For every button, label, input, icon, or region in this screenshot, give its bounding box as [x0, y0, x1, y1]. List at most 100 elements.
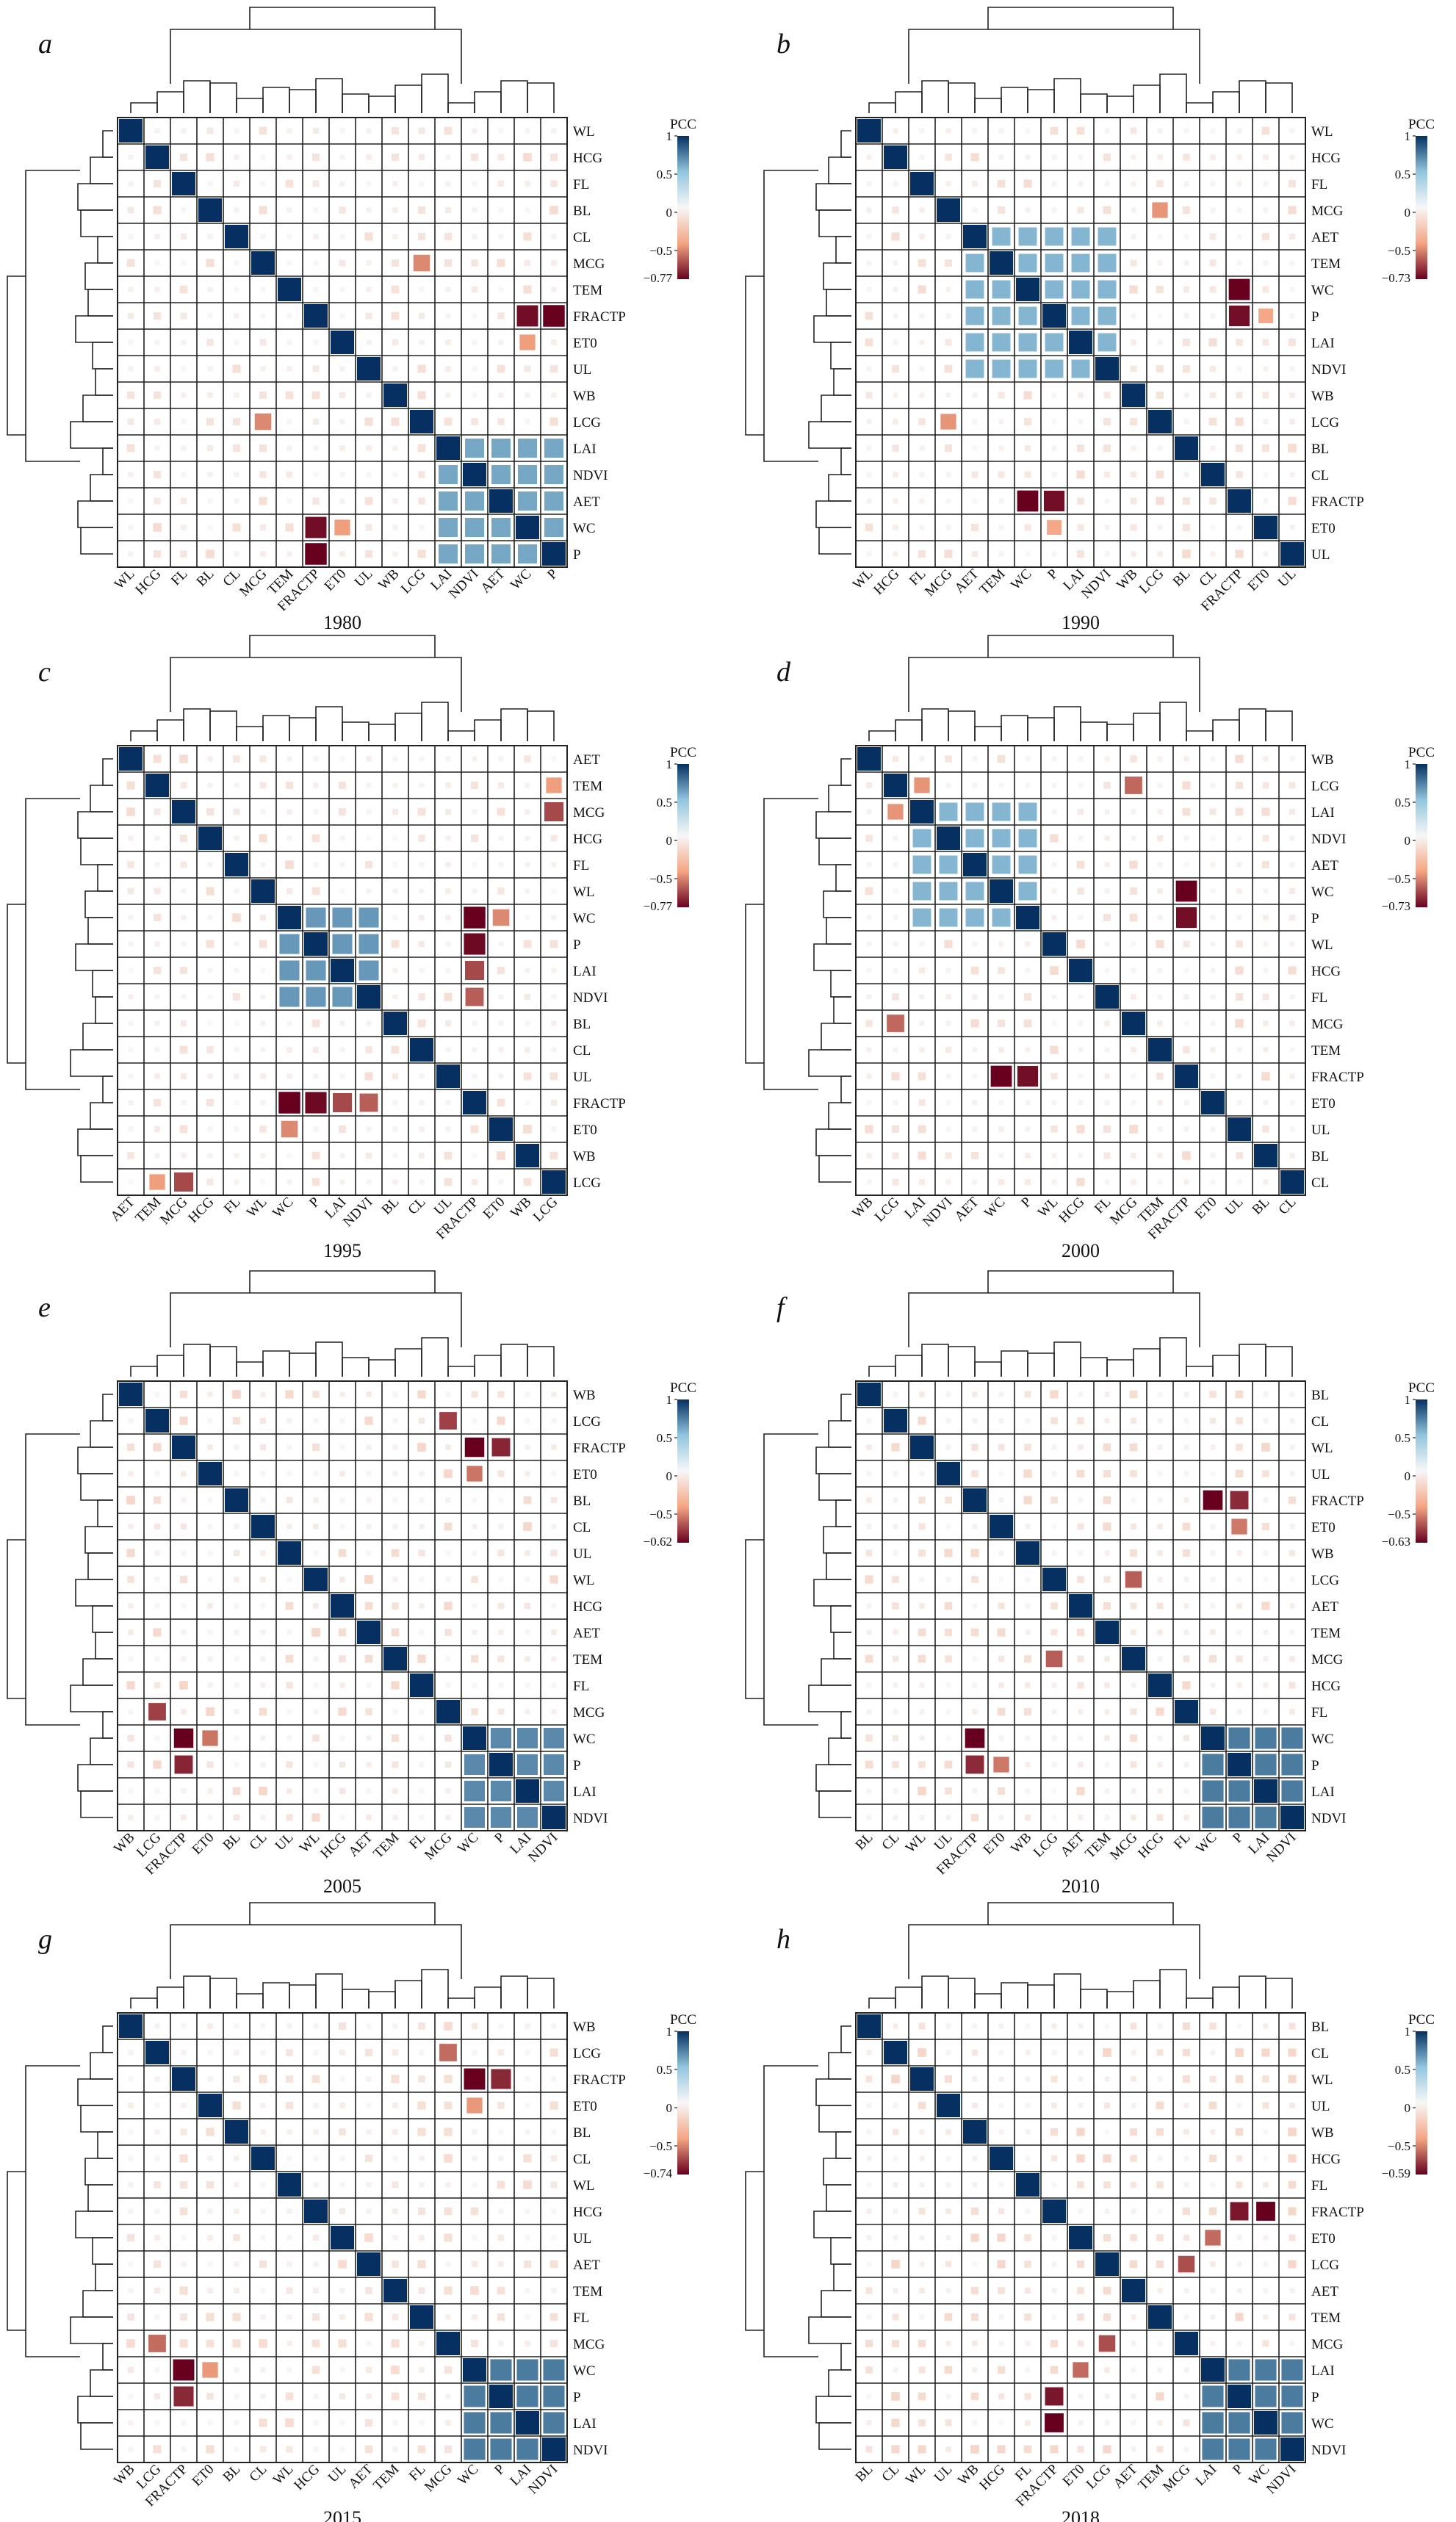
heatmap-cell [419, 287, 425, 292]
heatmap-cell [154, 1656, 160, 1662]
dendrogram-branch [80, 837, 113, 865]
heatmap-cell [1157, 1418, 1163, 1424]
dendrogram-branch [818, 527, 851, 555]
heatmap-cell [260, 2288, 266, 2294]
dendrogram-branch [823, 890, 851, 918]
heatmap-cell [1078, 1444, 1084, 1450]
heatmap-cell [1103, 2286, 1111, 2295]
heatmap-cell [550, 2155, 558, 2162]
heatmap-cell [918, 1072, 926, 1081]
heatmap-cell [1023, 2445, 1032, 2454]
dendrogram-branch [828, 1102, 851, 1130]
heatmap-cell [893, 2023, 898, 2029]
row-label: WB [573, 389, 596, 404]
heatmap-cell [1050, 966, 1059, 975]
heatmap-cell [965, 802, 984, 821]
heatmap-cell [313, 809, 319, 815]
heatmap-cell [286, 887, 293, 895]
heatmap-cell [1103, 392, 1111, 399]
heatmap-cell [1183, 994, 1189, 1000]
heatmap-cell [128, 551, 134, 557]
heatmap-cell [865, 392, 873, 399]
heatmap-cell [313, 1788, 319, 1794]
dendrogram-branch [823, 262, 851, 290]
heatmap-cell [383, 1012, 407, 1035]
heatmap-cell [1051, 915, 1057, 920]
heatmap-cell [234, 2182, 239, 2188]
heatmap-cell [1104, 1762, 1110, 1768]
heatmap-cell [1289, 2288, 1295, 2294]
col-label: BL [220, 1830, 244, 1853]
heatmap-cell [498, 1179, 504, 1185]
legend-tick-label: 0.5 [1395, 796, 1410, 810]
dendrogram-branch [828, 785, 851, 813]
heatmap-cell [470, 2339, 479, 2348]
heatmap-cell [939, 855, 958, 874]
heatmap-cell [945, 1524, 951, 1530]
heatmap-cell [286, 1471, 292, 1477]
heatmap-cell [128, 339, 134, 345]
heatmap-cell [865, 1575, 873, 1584]
heatmap-cell [498, 128, 504, 134]
heatmap-cell [945, 2208, 951, 2214]
heatmap-cell [304, 304, 328, 328]
heatmap-cell [418, 312, 425, 320]
heatmap-cell [1236, 2261, 1242, 2267]
heatmap-cell [972, 2367, 978, 2373]
heatmap-cell [438, 464, 458, 485]
dendrogram-branch [826, 1552, 851, 1580]
row-label: WB [1311, 752, 1334, 768]
heatmap-cell [207, 2235, 213, 2241]
heatmap-cell [472, 2182, 477, 2188]
heatmap-cell [207, 1603, 213, 1609]
heatmap-cell [1263, 1550, 1269, 1556]
panel-letter: a [38, 29, 52, 60]
heatmap-cell [417, 2392, 426, 2401]
heatmap-cell [546, 777, 562, 793]
heatmap-cell [490, 2412, 512, 2434]
heatmap-cell [945, 1100, 951, 1106]
heatmap-cell [972, 128, 978, 134]
dendrogram-branch [921, 1344, 949, 1377]
heatmap-cell [153, 1443, 162, 1452]
col-label: FL [168, 566, 191, 589]
dendrogram-branch [342, 93, 370, 113]
heatmap-cell [1025, 2129, 1031, 2135]
heatmap-cell [892, 755, 899, 763]
dendrogram [745, 7, 1293, 555]
heatmap-cell [1051, 181, 1057, 187]
heatmap-cell [497, 807, 505, 816]
heatmap-cell [1077, 2446, 1084, 2453]
heatmap-cell [1104, 968, 1110, 973]
heatmap-cell [919, 2261, 925, 2267]
row-label: BL [573, 1494, 591, 1509]
heatmap-cell [866, 1815, 872, 1820]
heatmap-cell [154, 941, 160, 947]
heatmap-cell [285, 2418, 294, 2427]
heatmap-cells [857, 119, 1304, 566]
heatmap-cell [179, 2286, 188, 2295]
heatmap-cell [1182, 1681, 1191, 1690]
col-label: BL [220, 2462, 244, 2485]
heatmap-cell [866, 498, 872, 504]
row-label: WL [573, 2178, 595, 2194]
row-label: WB [573, 1388, 596, 1403]
row-label: TEM [1311, 1626, 1341, 1641]
col-label: WB [375, 566, 402, 593]
legend-tick-label: −0.5 [1388, 1507, 1410, 1521]
heatmap-cell [260, 1603, 266, 1609]
heatmap-cell [154, 128, 160, 134]
heatmap-cell [1262, 392, 1269, 399]
heatmap-cell [491, 2069, 511, 2089]
heatmap-cell [918, 1099, 926, 1106]
col-label: LCG [872, 1194, 903, 1225]
heatmap-cell [154, 1550, 160, 1556]
heatmap-cell [1201, 463, 1225, 486]
heatmap-cell [313, 2261, 319, 2267]
heatmap-cell [525, 1550, 530, 1556]
heatmap-cell [1182, 807, 1191, 816]
heatmap-cell [339, 1682, 345, 1688]
heatmap-cell [1183, 1815, 1189, 1820]
heatmap-cell [910, 2067, 934, 2091]
heatmap-cell [1045, 1650, 1063, 1668]
